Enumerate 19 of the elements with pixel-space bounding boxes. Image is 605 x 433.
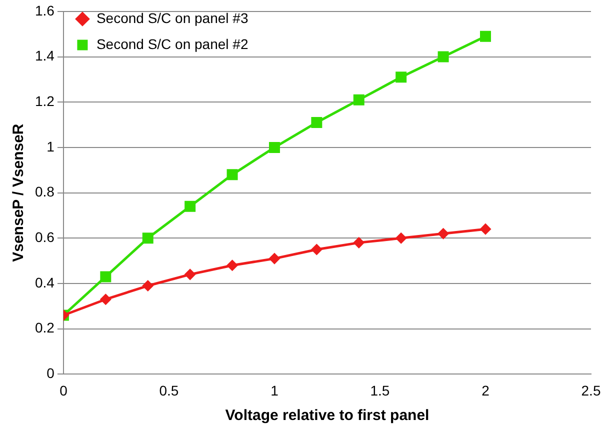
y-tick-label: 0 [46,365,55,382]
y-tick-label: 0.2 [34,320,55,336]
y-tick-label: 0.4 [34,274,55,290]
x-tick-label: 0 [60,382,68,398]
x-tick-label: 0.5 [159,382,179,398]
x-tick-label: 1.5 [370,382,390,398]
x-tick-label: 1 [270,382,279,398]
legend-label: Second S/C on panel #3 [96,10,248,26]
x-tick-label: 2.5 [581,382,601,398]
y-tick-label: 1 [46,138,55,154]
y-tick-label: 1.2 [34,92,55,109]
x-tick-label: 2 [482,382,490,398]
y-axis-title: VsenseP / VsenseR [10,124,28,262]
y-tick-label: 0.8 [34,184,55,200]
y-tick-label: 1.6 [34,2,55,18]
y-tick-label: 1.4 [34,48,55,64]
y-tick-label: 0.6 [34,229,55,246]
legend-label: Second S/C on panel #2 [96,36,248,52]
x-axis-title: Voltage relative to first panel [225,407,430,424]
